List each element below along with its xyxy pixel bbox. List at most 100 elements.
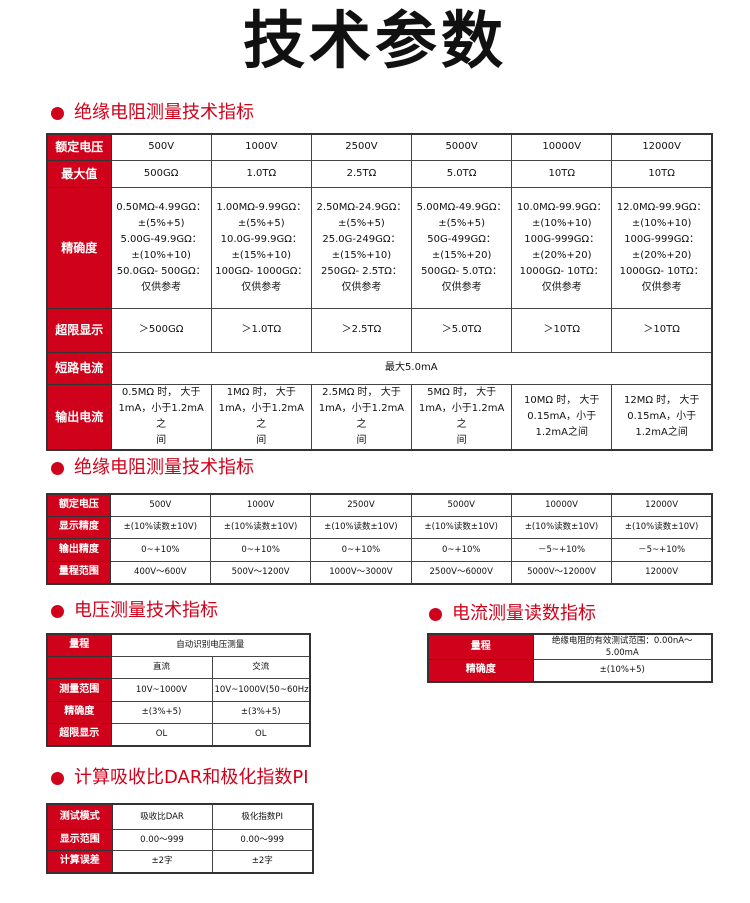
table-cell: 2500V bbox=[310, 133, 413, 161]
table-cell: 0.50MΩ-4.99GΩ： ±(5%+5) 5.00G-49.9GΩ： ±(1… bbox=[110, 186, 212, 309]
row-label: 测量范围 bbox=[46, 677, 112, 702]
output-voltage-table: 额定电压 500V 1000V 2500V 5000V 10000V 12000V 显示精度 ±… bbox=[46, 493, 713, 585]
table-cell: 12.0MΩ-99.9GΩ： ±(10%+10) 100G-999GΩ： ±(2… bbox=[611, 186, 713, 309]
table-row: 短路电流 最大5.0mA bbox=[46, 351, 713, 385]
table-cell: 0~+10% bbox=[410, 537, 512, 562]
table-cell: 2.5TΩ bbox=[310, 159, 413, 188]
table-row: 直流 交流 bbox=[46, 655, 311, 679]
table-cell: 1.00MΩ-9.99GΩ： ±(5%+5) 10.0G-99.9GΩ： ±(1… bbox=[210, 186, 312, 309]
table-cell: 500V bbox=[109, 493, 211, 517]
table-cell: OL bbox=[110, 722, 213, 747]
table-row: 量程 绝缘电阻的有效测试范围：0.00nA～5.00mA bbox=[427, 633, 713, 660]
table-cell: 400V～600V bbox=[109, 560, 211, 585]
dar-pi-table: 测试模式 吸收比DAR 极化指数PI 显示范围 0.00～999 0.00～999 计算误差… bbox=[46, 803, 314, 874]
bullet-dot-icon bbox=[429, 607, 442, 621]
table-cell: ±(10%读数±10V) bbox=[310, 515, 412, 539]
table-row: 超限显示 OL OL bbox=[46, 722, 311, 747]
table-cell: 500GΩ bbox=[110, 159, 212, 188]
table-row: 量程 自动识别电压测量 bbox=[46, 633, 311, 657]
row-label: 精确度 bbox=[46, 186, 112, 309]
row-label: 显示精度 bbox=[46, 515, 111, 539]
row-label bbox=[46, 655, 112, 679]
table-cell: 500V bbox=[110, 133, 212, 161]
row-label: 精确度 bbox=[427, 659, 534, 682]
table-row: 精确度 ±(10%+5) bbox=[427, 659, 713, 682]
table-cell: 5000V bbox=[411, 133, 513, 161]
table-cell: ＞10TΩ bbox=[511, 307, 613, 353]
table-cell: 2500V～6000V bbox=[410, 560, 512, 585]
table-cell: 10TΩ bbox=[511, 159, 613, 188]
table-cell: ±(10%读数±10V) bbox=[109, 515, 211, 539]
table-cell: 自动识别电压测量 bbox=[110, 633, 311, 657]
bullet-dot-icon bbox=[51, 461, 64, 475]
row-label: 超限显示 bbox=[46, 722, 112, 747]
table-cell: 5MΩ 时， 大于 1mA，小于1.2mA之 间 bbox=[411, 383, 513, 450]
table-cell: 1.0TΩ bbox=[210, 159, 312, 188]
section-heading-current: 电流测量读数指标 bbox=[429, 603, 596, 625]
table-row: 精确度 ±(3%+5) ±(3%+5) bbox=[46, 700, 311, 724]
row-label: 量程范围 bbox=[46, 560, 111, 585]
row-label: 超限显示 bbox=[46, 307, 112, 353]
table-cell: ±(10%读数±10V) bbox=[410, 515, 512, 539]
table-cell: ±2字 bbox=[211, 849, 314, 874]
table-cell: 12000V bbox=[611, 133, 713, 161]
table-row: 最大值 500GΩ 1.0TΩ 2.5TΩ 5.0TΩ 10TΩ 10TΩ bbox=[46, 159, 713, 188]
row-label: 量程 bbox=[427, 633, 534, 660]
table-cell: OL bbox=[211, 722, 311, 747]
row-label: 输出电流 bbox=[46, 383, 112, 450]
table-row: 显示精度 ±(10%读数±10V) ±(10%读数±10V) ±(10%读数±10V)… bbox=[46, 515, 713, 539]
table-cell: 5.00MΩ-49.9GΩ： ±(5%+5) 50G-499GΩ： ±(15%+… bbox=[411, 186, 513, 309]
current-spec-table: 量程 绝缘电阻的有效测试范围：0.00nA～5.00mA 精确度 ±(10%+5) bbox=[427, 633, 713, 683]
row-label: 短路电流 bbox=[46, 351, 112, 385]
row-label: 测试模式 bbox=[46, 803, 113, 830]
table-cell: ±(3%+5) bbox=[110, 700, 213, 724]
table-cell: 10V~1000V(50~60Hz) bbox=[211, 677, 311, 702]
row-label: 额定电压 bbox=[46, 133, 112, 161]
table-cell: 交流 bbox=[211, 655, 311, 679]
table-cell: 12000V bbox=[611, 560, 713, 585]
section-title: 计算吸收比DAR和极化指数PI bbox=[74, 767, 309, 788]
table-cell: ＞5.0TΩ bbox=[411, 307, 513, 353]
table-cell: 1000V～3000V bbox=[310, 560, 412, 585]
table-row: 额定电压 500V 1000V 2500V 5000V 10000V 12000V bbox=[46, 133, 713, 161]
bullet-dot-icon bbox=[51, 604, 64, 618]
table-cell: 极化指数PI bbox=[211, 803, 314, 830]
table-row: 精确度 0.50MΩ-4.99GΩ： ±(5%+5) 5.00G-49.9GΩ： … bbox=[46, 186, 713, 309]
table-cell: ＞1.0TΩ bbox=[210, 307, 312, 353]
table-cell: 5.0TΩ bbox=[411, 159, 513, 188]
row-label: 输出精度 bbox=[46, 537, 111, 562]
table-cell: 5000V bbox=[410, 493, 512, 517]
table-cell: －5~+10% bbox=[510, 537, 613, 562]
row-label: 显示范围 bbox=[46, 828, 113, 851]
table-cell: 1000V bbox=[210, 133, 312, 161]
table-cell: 2.50MΩ-24.9GΩ： ±(5%+5) 25.0G-249GΩ： ±(15… bbox=[310, 186, 413, 309]
table-cell: 5000V～12000V bbox=[510, 560, 613, 585]
voltage-spec-table: 量程 自动识别电压测量 直流 交流 测量范围 10V~1000V 10V~1000V(50~… bbox=[46, 633, 312, 747]
row-label: 计算误差 bbox=[46, 849, 113, 874]
table-cell: 0~+10% bbox=[310, 537, 412, 562]
table-cell: ±(10%读数±10V) bbox=[209, 515, 312, 539]
table-cell: 500V～1200V bbox=[209, 560, 312, 585]
section-heading-insulation: 绝缘电阻测量技术指标 bbox=[51, 102, 254, 124]
table-row: 显示范围 0.00～999 0.00～999 bbox=[46, 828, 314, 851]
table-cell: 吸收比DAR bbox=[111, 803, 213, 830]
row-label: 最大值 bbox=[46, 159, 112, 188]
table-cell: ±(10%+5) bbox=[532, 659, 713, 682]
table-cell: 12000V bbox=[611, 493, 713, 517]
table-cell: ＞2.5TΩ bbox=[310, 307, 413, 353]
table-cell: 10000V bbox=[510, 493, 613, 517]
table-cell: 0.00～999 bbox=[211, 828, 314, 851]
row-label: 额定电压 bbox=[46, 493, 111, 517]
table-cell: －5~+10% bbox=[611, 537, 713, 562]
table-cell: 直流 bbox=[110, 655, 213, 679]
table-row: 额定电压 500V 1000V 2500V 5000V 10000V 12000V bbox=[46, 493, 713, 517]
table-cell: ±(10%读数±10V) bbox=[611, 515, 713, 539]
section-heading-voltage: 电压测量技术指标 bbox=[51, 600, 218, 622]
table-row: 计算误差 ±2字 ±2字 bbox=[46, 849, 314, 874]
table-cell: 10TΩ bbox=[611, 159, 713, 188]
row-label: 量程 bbox=[46, 633, 112, 657]
bullet-dot-icon bbox=[51, 771, 64, 785]
table-row: 输出精度 0~+10% 0~+10% 0~+10% 0~+10% －5~+10% －5~+1… bbox=[46, 537, 713, 562]
table-row: 测量范围 10V~1000V 10V~1000V(50~60Hz) bbox=[46, 677, 311, 702]
table-cell: 0.00～999 bbox=[111, 828, 213, 851]
